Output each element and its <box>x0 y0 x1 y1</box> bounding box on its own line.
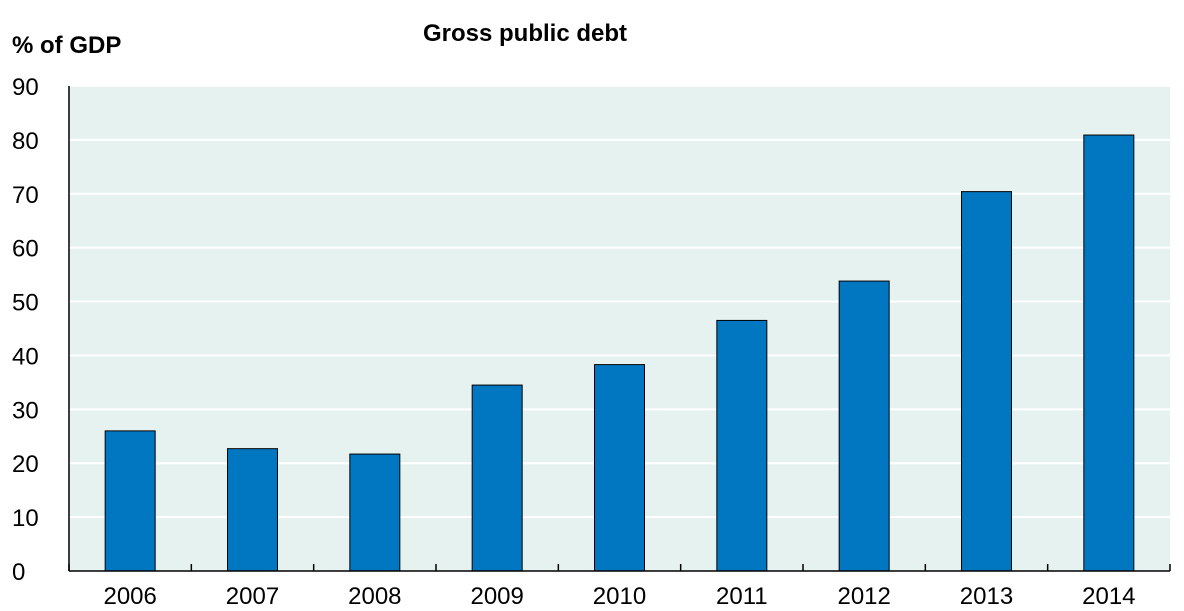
bar-2009 <box>471 384 523 572</box>
bar-2007 <box>227 448 278 572</box>
chart-title: Gross public debt <box>423 20 627 47</box>
x-tick-label-2010: 2010 <box>593 583 646 610</box>
bar-2013 <box>961 191 1012 572</box>
y-tick-label-30: 30 <box>12 397 39 424</box>
x-tick-label-2013: 2013 <box>960 583 1013 610</box>
y-tick-label-80: 80 <box>12 128 39 155</box>
y-tick-label-20: 20 <box>12 451 39 478</box>
x-tick-labels: 2006 2007 2008 2009 2010 2011 2012 2013 2014 <box>103 583 1135 610</box>
x-tick-label-2008: 2008 <box>348 583 401 610</box>
x-tick-label-2007: 2007 <box>226 583 279 610</box>
x-tick-label-2014: 2014 <box>1082 583 1135 610</box>
bars <box>104 134 1135 572</box>
y-tick-label-50: 50 <box>12 290 39 317</box>
y-tick-label-0: 0 <box>12 559 25 586</box>
bar-2011 <box>716 319 768 572</box>
bar-2012 <box>838 280 890 572</box>
axes <box>68 86 1171 572</box>
x-tick-label-2009: 2009 <box>470 583 523 610</box>
x-tick-label-2012: 2012 <box>837 583 890 610</box>
y-tick-label-40: 40 <box>12 343 39 370</box>
x-tick-label-2011: 2011 <box>716 583 768 610</box>
y-tick-label-70: 70 <box>12 182 39 209</box>
y-tick-label-90: 90 <box>12 74 39 101</box>
bar-2006 <box>104 430 156 572</box>
bar-2008 <box>349 453 401 572</box>
x-tick-label-2006: 2006 <box>103 583 156 610</box>
bar-2014 <box>1083 134 1135 572</box>
y-tick-label-60: 60 <box>12 236 39 263</box>
y-tick-label-10: 10 <box>12 505 39 532</box>
bar-2010 <box>594 364 645 572</box>
y-tick-labels: 0 10 20 30 40 50 60 70 80 90 <box>12 74 39 586</box>
y-axis-label: % of GDP <box>12 32 121 59</box>
